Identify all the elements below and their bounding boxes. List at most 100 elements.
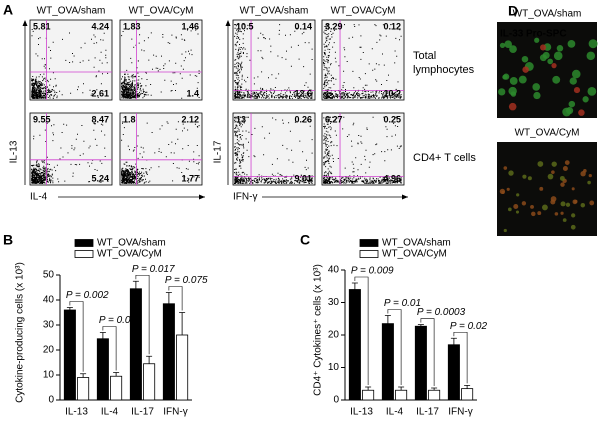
cell bbox=[522, 174, 527, 179]
p-value: P = 0.017 bbox=[132, 264, 175, 275]
cell bbox=[537, 161, 544, 167]
dots bbox=[323, 24, 402, 100]
cell bbox=[571, 187, 575, 191]
y-tick-label: 20 bbox=[328, 330, 340, 341]
significance-bracket bbox=[420, 318, 435, 386]
bar bbox=[348, 289, 361, 401]
cell bbox=[509, 77, 518, 85]
p-value: P = 0.0003 bbox=[417, 307, 466, 318]
bar bbox=[428, 389, 441, 401]
quadrant-value: 1.77 bbox=[181, 173, 199, 183]
x-tick-label: IL-13 bbox=[350, 407, 373, 418]
y-tick-label: 10 bbox=[328, 362, 340, 373]
y-tick-label: 10 bbox=[43, 370, 55, 381]
quadrant-value: 10.2 bbox=[383, 88, 401, 98]
legend-swatch bbox=[74, 250, 94, 258]
plot-title: WT_OVA/sham bbox=[37, 6, 106, 17]
cell bbox=[515, 210, 520, 214]
arrow-head bbox=[225, 20, 231, 26]
quadrant-value: 6.27 bbox=[325, 114, 343, 124]
cell bbox=[547, 58, 553, 65]
cell bbox=[499, 188, 506, 195]
axis-label: IFN-γ bbox=[233, 192, 257, 203]
cell bbox=[527, 176, 532, 181]
dots bbox=[121, 121, 200, 184]
bar bbox=[176, 334, 189, 401]
quadrant-value: 4.24 bbox=[91, 21, 109, 31]
plot-frame bbox=[29, 112, 113, 186]
plot-frame bbox=[119, 112, 203, 186]
axis-label: IL-13 bbox=[9, 140, 20, 163]
quadrant-value: 8.47 bbox=[91, 114, 109, 124]
significance-bracket bbox=[102, 326, 117, 371]
quadrant-value: 2.61 bbox=[91, 88, 109, 98]
cell bbox=[553, 51, 563, 61]
plot-frame bbox=[321, 112, 405, 186]
dots bbox=[234, 116, 313, 184]
cell bbox=[537, 211, 542, 216]
error-bar bbox=[464, 384, 471, 389]
cell bbox=[560, 201, 566, 207]
quadrant-value: 0.14 bbox=[294, 21, 312, 31]
bar bbox=[362, 389, 375, 401]
cell bbox=[556, 45, 564, 52]
y-tick-label: 50 bbox=[43, 270, 55, 281]
legend-label: WT_OVA/CyM bbox=[97, 249, 162, 260]
x-tick-label: IL-4 bbox=[386, 407, 404, 418]
cell bbox=[522, 66, 529, 73]
p-value: P = 0.032 bbox=[99, 315, 142, 326]
dots bbox=[234, 24, 313, 100]
cell bbox=[562, 107, 572, 117]
legend-label: WT_OVA/sham bbox=[97, 238, 166, 249]
legend-swatch bbox=[74, 239, 94, 247]
p-value: P = 0.01 bbox=[384, 298, 421, 309]
cell bbox=[503, 166, 508, 170]
quadrant-value: 1.83 bbox=[123, 21, 141, 31]
error-bar bbox=[431, 387, 438, 391]
significance-bracket bbox=[69, 301, 84, 372]
image-title: WT_OVA/CyM bbox=[515, 128, 580, 139]
axis-label: IL-17 bbox=[213, 140, 224, 163]
error-bar bbox=[450, 337, 457, 345]
error-bar bbox=[351, 282, 358, 290]
cell bbox=[582, 96, 589, 103]
bar bbox=[96, 338, 109, 401]
error-bar bbox=[365, 386, 372, 391]
x-tick-label: IFN-γ bbox=[448, 407, 472, 418]
cell bbox=[583, 169, 587, 173]
cell bbox=[560, 182, 565, 187]
stain-label: IL-33 bbox=[500, 29, 524, 40]
axis-label: IL-4 bbox=[30, 192, 48, 203]
cell bbox=[521, 55, 529, 63]
error-bar bbox=[132, 280, 139, 289]
cell bbox=[499, 42, 506, 48]
cell bbox=[539, 186, 544, 191]
quadrant-value: 0.12 bbox=[383, 21, 401, 31]
plot-frame bbox=[232, 112, 316, 186]
cell bbox=[573, 87, 581, 94]
bar bbox=[129, 288, 142, 401]
cell bbox=[587, 180, 591, 185]
plot-title: WT_OVA/CyM bbox=[331, 6, 396, 17]
cell bbox=[589, 200, 595, 206]
cell bbox=[532, 83, 541, 91]
plot-title: WT_OVA/CyM bbox=[129, 6, 194, 17]
micrograph bbox=[497, 22, 597, 118]
cell bbox=[531, 211, 536, 217]
bar bbox=[110, 375, 123, 401]
cell bbox=[503, 73, 510, 80]
legend-label: WT_OVA/sham bbox=[382, 238, 451, 249]
significance-bracket bbox=[354, 276, 369, 385]
cell bbox=[578, 109, 585, 116]
panel-label: C bbox=[300, 232, 310, 248]
cell bbox=[508, 170, 514, 176]
plot-title: WT_OVA/sham bbox=[240, 6, 309, 17]
quadrant-value: 0.26 bbox=[294, 114, 312, 124]
cell bbox=[569, 77, 577, 85]
cell bbox=[534, 37, 540, 43]
cell bbox=[506, 187, 510, 191]
plot-frame bbox=[119, 19, 203, 101]
cell bbox=[551, 170, 555, 174]
p-value: P = 0.02 bbox=[450, 321, 488, 332]
